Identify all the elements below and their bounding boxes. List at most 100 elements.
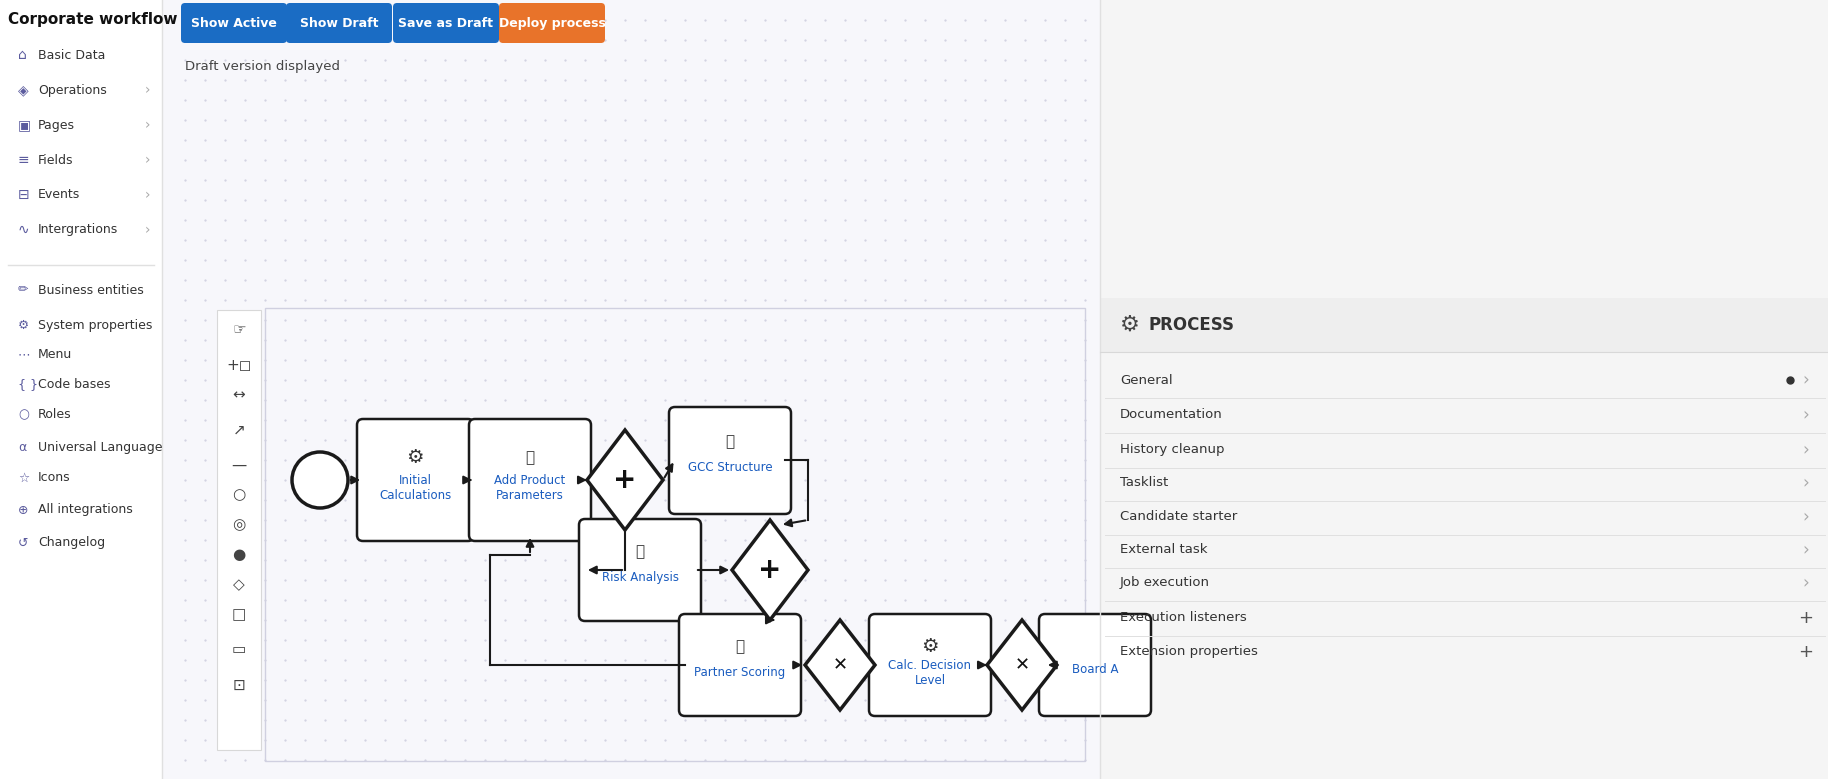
Text: Extension properties: Extension properties bbox=[1121, 646, 1258, 658]
Bar bbox=[265, 308, 1086, 761]
Text: ⚙: ⚙ bbox=[18, 319, 29, 332]
Text: ›: › bbox=[1802, 474, 1810, 492]
Text: 🧑: 🧑 bbox=[726, 435, 735, 449]
Text: Add Product
Parameters: Add Product Parameters bbox=[494, 474, 565, 502]
Text: ›: › bbox=[144, 153, 150, 167]
FancyBboxPatch shape bbox=[868, 614, 991, 716]
Text: ›: › bbox=[1802, 441, 1810, 459]
Text: ›: › bbox=[144, 118, 150, 132]
Text: +◻: +◻ bbox=[227, 358, 252, 372]
Text: Initial
Calculations: Initial Calculations bbox=[378, 474, 452, 502]
Text: ○: ○ bbox=[232, 488, 245, 502]
FancyBboxPatch shape bbox=[356, 419, 473, 541]
FancyBboxPatch shape bbox=[470, 419, 590, 541]
FancyBboxPatch shape bbox=[181, 3, 287, 43]
Text: ›: › bbox=[1802, 508, 1810, 526]
Text: ✏: ✏ bbox=[18, 284, 29, 297]
Text: PROCESS: PROCESS bbox=[1148, 316, 1234, 334]
Text: Universal Language: Universal Language bbox=[38, 442, 163, 454]
Text: ✕: ✕ bbox=[832, 656, 848, 674]
Text: Basic Data: Basic Data bbox=[38, 48, 106, 62]
Text: System properties: System properties bbox=[38, 319, 152, 332]
Text: History cleanup: History cleanup bbox=[1121, 443, 1225, 456]
Circle shape bbox=[292, 452, 347, 508]
Text: ◎: ◎ bbox=[232, 517, 245, 533]
Text: Risk Analysis: Risk Analysis bbox=[601, 572, 678, 584]
Text: 🧑: 🧑 bbox=[636, 545, 645, 559]
Text: Fields: Fields bbox=[38, 153, 73, 167]
Text: α: α bbox=[18, 442, 26, 454]
Bar bbox=[218, 310, 261, 750]
Text: Show Draft: Show Draft bbox=[300, 16, 378, 30]
Text: ↔: ↔ bbox=[232, 387, 245, 403]
Text: ⚙: ⚙ bbox=[406, 449, 424, 467]
Text: Board A: Board A bbox=[1071, 664, 1119, 676]
Text: GCC Structure: GCC Structure bbox=[687, 461, 771, 474]
Text: ⊡: ⊡ bbox=[232, 678, 245, 693]
Text: ›: › bbox=[1802, 574, 1810, 592]
Text: ›: › bbox=[1802, 371, 1810, 389]
Text: Candidate starter: Candidate starter bbox=[1121, 510, 1238, 523]
Text: ⌂: ⌂ bbox=[18, 48, 27, 62]
Text: ↗: ↗ bbox=[232, 422, 245, 438]
Text: { }: { } bbox=[18, 379, 38, 392]
Text: Pages: Pages bbox=[38, 118, 75, 132]
Text: ☆: ☆ bbox=[18, 471, 29, 485]
FancyBboxPatch shape bbox=[393, 3, 499, 43]
Text: Operations: Operations bbox=[38, 83, 106, 97]
FancyBboxPatch shape bbox=[499, 3, 605, 43]
Text: ›: › bbox=[144, 83, 150, 97]
FancyBboxPatch shape bbox=[1038, 614, 1152, 716]
FancyBboxPatch shape bbox=[669, 407, 792, 514]
Text: 🧑: 🧑 bbox=[525, 450, 534, 466]
Text: Job execution: Job execution bbox=[1121, 576, 1210, 590]
Text: ›: › bbox=[144, 188, 150, 202]
Polygon shape bbox=[587, 430, 664, 530]
Bar bbox=[1100, 0, 1828, 779]
Text: Events: Events bbox=[38, 189, 80, 202]
Text: 🧑: 🧑 bbox=[735, 640, 744, 654]
Text: ›: › bbox=[144, 223, 150, 237]
Text: ›: › bbox=[1802, 541, 1810, 559]
Text: Save as Draft: Save as Draft bbox=[399, 16, 494, 30]
Text: +: + bbox=[1799, 609, 1813, 627]
Text: Icons: Icons bbox=[38, 471, 71, 485]
Text: Draft version displayed: Draft version displayed bbox=[185, 60, 340, 73]
Text: ▭: ▭ bbox=[232, 643, 247, 657]
Text: □: □ bbox=[232, 608, 247, 622]
Text: ▣: ▣ bbox=[18, 118, 31, 132]
Text: ○: ○ bbox=[18, 408, 29, 421]
Polygon shape bbox=[804, 620, 876, 710]
Bar bbox=[0, 0, 163, 779]
Text: ◈: ◈ bbox=[18, 83, 29, 97]
Text: Intergrations: Intergrations bbox=[38, 224, 119, 237]
Text: ⊟: ⊟ bbox=[18, 188, 29, 202]
Polygon shape bbox=[731, 520, 808, 620]
Bar bbox=[1100, 298, 1828, 352]
Text: ◇: ◇ bbox=[234, 577, 245, 593]
Text: ↺: ↺ bbox=[18, 537, 29, 549]
Text: ∿: ∿ bbox=[18, 223, 29, 237]
Text: ⊕: ⊕ bbox=[18, 503, 29, 516]
Text: Execution listeners: Execution listeners bbox=[1121, 612, 1247, 625]
Text: +: + bbox=[759, 556, 782, 584]
Text: Code bases: Code bases bbox=[38, 379, 110, 392]
Text: ●: ● bbox=[232, 548, 245, 562]
Bar bbox=[163, 0, 1100, 779]
Text: General: General bbox=[1121, 373, 1172, 386]
FancyBboxPatch shape bbox=[579, 519, 700, 621]
Text: Menu: Menu bbox=[38, 348, 73, 361]
Text: External task: External task bbox=[1121, 544, 1208, 556]
Text: Partner Scoring: Partner Scoring bbox=[695, 667, 786, 679]
Text: ›: › bbox=[1802, 406, 1810, 424]
FancyBboxPatch shape bbox=[285, 3, 391, 43]
Text: Calc. Decision
Level: Calc. Decision Level bbox=[888, 659, 971, 687]
Text: All integrations: All integrations bbox=[38, 503, 133, 516]
Text: ⚙: ⚙ bbox=[1121, 315, 1141, 335]
Text: ⚙: ⚙ bbox=[921, 637, 940, 657]
Text: Tasklist: Tasklist bbox=[1121, 477, 1168, 489]
Text: Deploy process: Deploy process bbox=[499, 16, 605, 30]
Text: ≡: ≡ bbox=[18, 153, 29, 167]
FancyBboxPatch shape bbox=[678, 614, 801, 716]
Text: Business entities: Business entities bbox=[38, 284, 144, 297]
